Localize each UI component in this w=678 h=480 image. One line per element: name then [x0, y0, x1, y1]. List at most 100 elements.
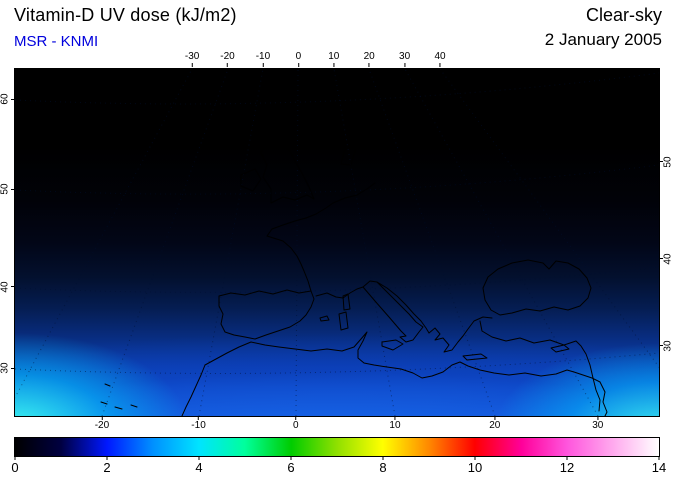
tick-label: 40 [0, 281, 11, 293]
axis-tick-30: 30 [592, 416, 603, 432]
colorbar-tick [106, 456, 108, 460]
tick-label: 30 [0, 362, 11, 374]
axis-tick-60: 60 [0, 93, 15, 105]
axis-tick-30: 30 [0, 362, 15, 374]
tick-mark [659, 345, 663, 347]
coast-sardinia [338, 311, 349, 331]
coast-ireland [240, 168, 262, 192]
colorbar-label: 10 [467, 460, 483, 475]
axis-tick-0: 0 [293, 416, 299, 432]
axis-tick-10: 10 [328, 51, 339, 67]
coast-italy [362, 280, 424, 343]
tick-label: -30 [184, 51, 200, 62]
axis-tick--20: -20 [95, 416, 109, 432]
figure-title: Vitamin-D UV dose (kJ/m2) [14, 5, 237, 25]
tick-label: 20 [363, 51, 375, 62]
axis-tick-50: 50 [659, 156, 674, 168]
tick-label: 0 [295, 51, 302, 62]
tick-label: 10 [328, 51, 340, 62]
tick-label: 10 [389, 420, 401, 431]
data-source-label: MSR - KNMI [14, 33, 99, 50]
tick-mark [198, 416, 200, 420]
tick-mark [659, 258, 663, 260]
tick-mark [295, 416, 297, 420]
tick-label: 50 [662, 156, 674, 168]
date-label: 2 January 2005 [544, 30, 662, 49]
coast-balearics [319, 315, 330, 322]
tick-label: 50 [0, 183, 11, 195]
tick-label: -10 [191, 420, 206, 431]
axis-tick-40: 40 [434, 51, 446, 67]
colorbar-gradient [14, 437, 660, 457]
colorbar-tick [290, 456, 292, 460]
tick-mark [11, 188, 15, 190]
tick-mark [439, 63, 441, 67]
tick-mark [333, 63, 335, 67]
colorbar-label: 8 [379, 460, 387, 475]
coast-greece [428, 316, 493, 353]
colorbar-label: 2 [103, 460, 111, 475]
axis-tick-20: 20 [489, 416, 500, 432]
axis-tick--10: -10 [256, 51, 270, 67]
coast-black-sea [482, 259, 592, 316]
colorbar-tick [14, 456, 16, 460]
tick-label: 30 [399, 51, 411, 62]
tick-mark [394, 416, 396, 420]
tick-mark [11, 286, 15, 288]
tick-label: 40 [662, 253, 674, 265]
tick-mark [659, 161, 663, 163]
tick-mark [368, 63, 370, 67]
coast-north-africa [204, 331, 601, 383]
colorbar-label: 4 [195, 460, 203, 475]
tick-mark [191, 63, 193, 67]
tick-mark [227, 63, 229, 67]
tick-mark [11, 98, 15, 100]
axis-tick--20: -20 [220, 51, 235, 67]
header-right: Clear-sky 2 January 2005 [545, 5, 662, 50]
colorbar-tick [474, 456, 476, 460]
axis-tick-0: 0 [295, 51, 302, 67]
tick-label: -10 [255, 51, 271, 62]
uv-dose-field [15, 69, 659, 416]
left-latitude-axis: 60 50 40 30 [0, 68, 15, 415]
tick-mark [11, 367, 15, 369]
coastline-and-graticule-overlay [15, 69, 659, 416]
coast-sinai-red-sea [599, 381, 608, 416]
coast-adriatic-east [376, 281, 430, 334]
tick-label: 30 [662, 340, 674, 352]
colorbar-ticks [14, 456, 660, 460]
coast-corsica [342, 293, 351, 311]
coast-britain [260, 123, 315, 204]
coast-turkey-levant [479, 320, 601, 412]
tick-mark [297, 63, 299, 67]
coast-crete [462, 353, 488, 361]
tick-label: 0 [293, 420, 299, 431]
axis-tick-40: 40 [0, 281, 15, 293]
coast-cyprus [550, 344, 570, 353]
coastlines [100, 123, 608, 416]
coast-iberia [218, 289, 315, 340]
tick-label: 30 [592, 420, 604, 431]
colorbar-label: 6 [287, 460, 295, 475]
coast-morocco-atlantic [181, 364, 206, 416]
tick-mark [262, 63, 264, 67]
tick-mark [404, 63, 406, 67]
bottom-longitude-axis: -20 -10 0 10 20 30 [15, 416, 659, 434]
colorbar-label: 12 [559, 460, 575, 475]
colorbar-label: 14 [651, 460, 667, 475]
tick-label: -20 [220, 51, 235, 62]
axis-tick--10: -10 [191, 416, 206, 432]
tick-label: 60 [0, 93, 11, 105]
islands-canaries-madeira [100, 383, 138, 410]
coast-sicily [381, 339, 404, 351]
colorbar-label: 0 [11, 460, 19, 475]
colorbar-tick [658, 456, 660, 460]
coast-denmark [340, 134, 356, 166]
top-longitude-axis: -30 -20 -10 0 10 20 30 40 [15, 50, 659, 67]
graticule-lines [15, 69, 659, 416]
map-plot-area [14, 68, 660, 417]
tick-mark [494, 416, 496, 420]
tick-label: 20 [489, 420, 501, 431]
header-left: Vitamin-D UV dose (kJ/m2) MSR - KNMI [14, 5, 237, 50]
